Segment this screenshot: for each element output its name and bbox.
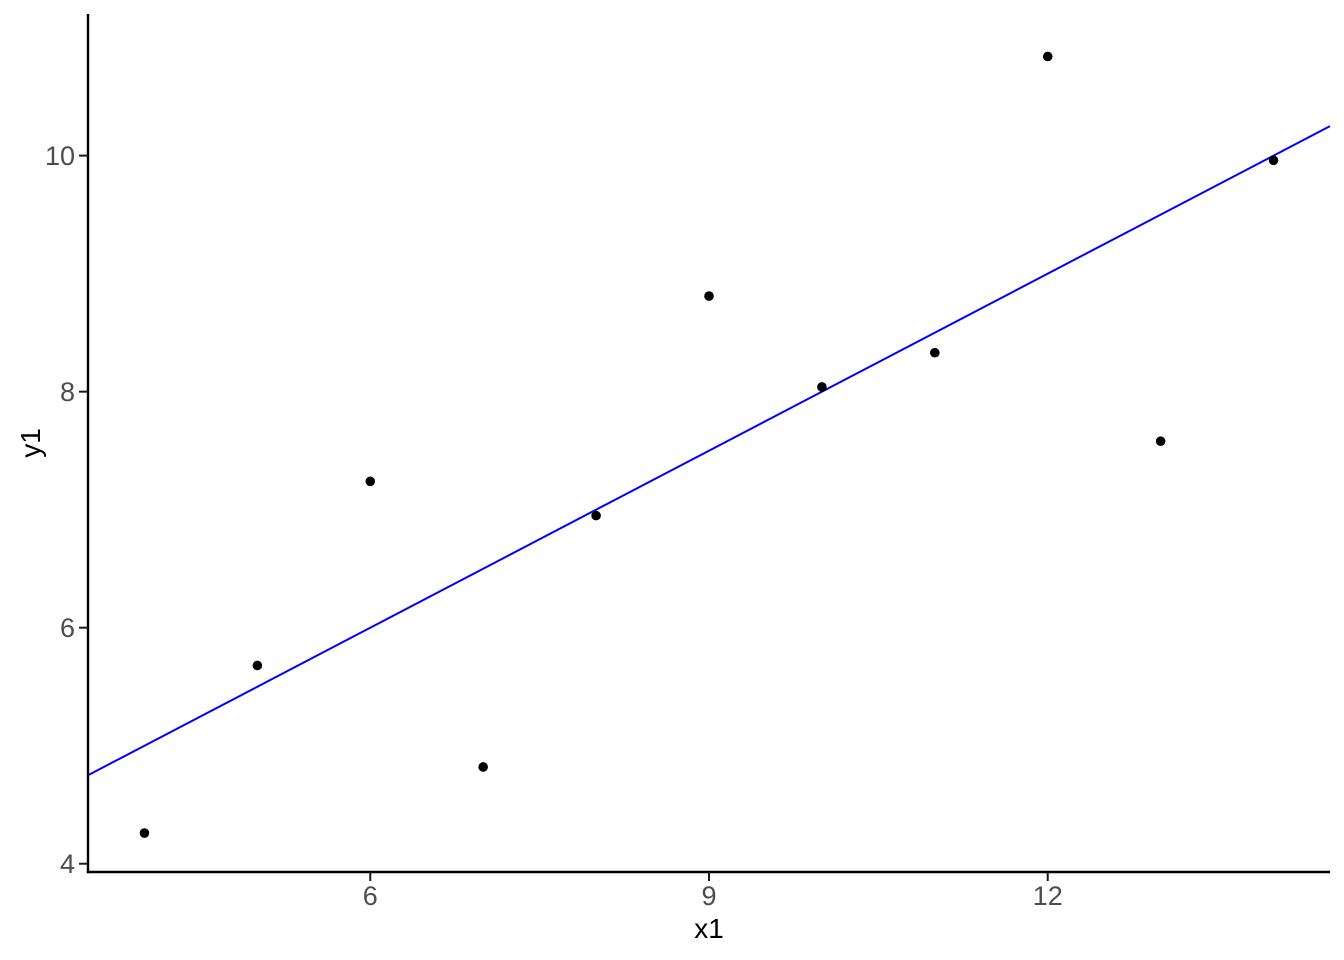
data-point xyxy=(1268,155,1279,166)
data-point xyxy=(365,476,376,487)
y-tick-label: 6 xyxy=(60,613,75,643)
y-tick-label: 4 xyxy=(60,849,75,879)
data-point xyxy=(817,382,827,392)
y-tick-label: 8 xyxy=(60,377,75,407)
x-tick-label: 6 xyxy=(363,881,378,911)
axes-layer xyxy=(86,14,1330,874)
x-tick-label: 12 xyxy=(1033,881,1063,911)
data-point xyxy=(139,828,150,838)
tick-labels-layer: 6 9 12 4 6 8 10 xyxy=(45,141,1063,911)
data-point xyxy=(478,762,488,772)
data-point xyxy=(1042,51,1053,62)
x-tick-label: 9 xyxy=(701,881,716,911)
data-point xyxy=(1155,436,1166,447)
regression-line-layer xyxy=(87,125,1331,777)
y-axis-title: y1 xyxy=(15,428,46,458)
y-tick-label: 10 xyxy=(45,141,75,171)
tick-marks-layer xyxy=(79,154,1049,881)
data-point xyxy=(252,660,263,671)
data-point xyxy=(591,510,601,521)
regression-line xyxy=(87,125,1331,777)
data-point xyxy=(704,291,714,301)
data-point xyxy=(930,347,940,358)
x-axis-title: x1 xyxy=(694,913,724,944)
data-points-layer xyxy=(139,51,1279,838)
